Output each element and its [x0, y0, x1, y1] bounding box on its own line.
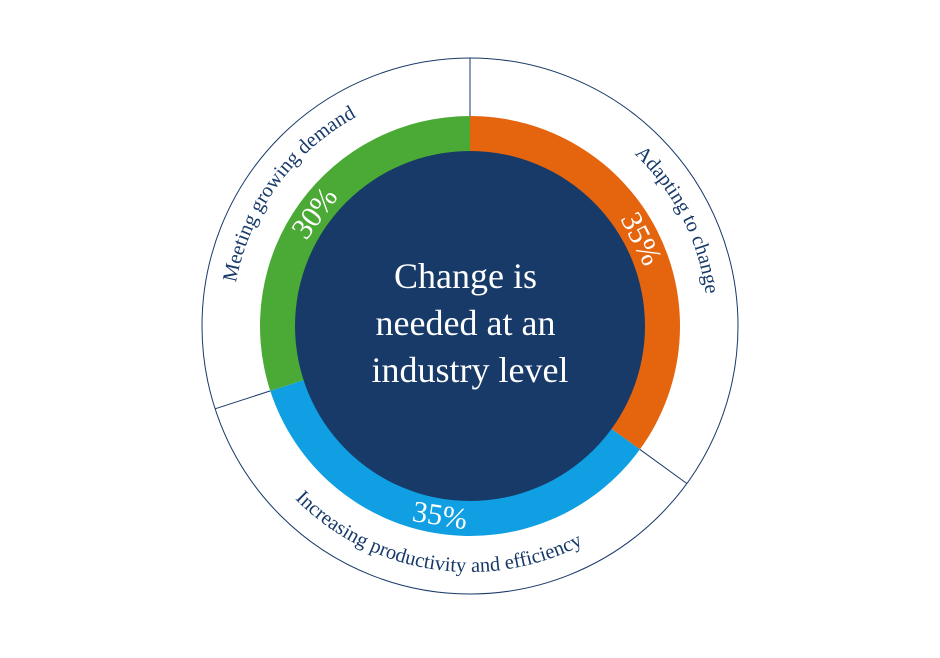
center-text-line-1: Change is [394, 256, 537, 296]
center-text: Change is needed at an industry level [372, 256, 569, 390]
center-text-line-3: industry level [372, 350, 569, 390]
divider-line-3 [214, 390, 271, 410]
center-disc [295, 151, 645, 501]
segment-dividers [214, 58, 688, 484]
center-text-line-2: needed at an [376, 303, 556, 343]
divider-line-2 [639, 449, 688, 484]
